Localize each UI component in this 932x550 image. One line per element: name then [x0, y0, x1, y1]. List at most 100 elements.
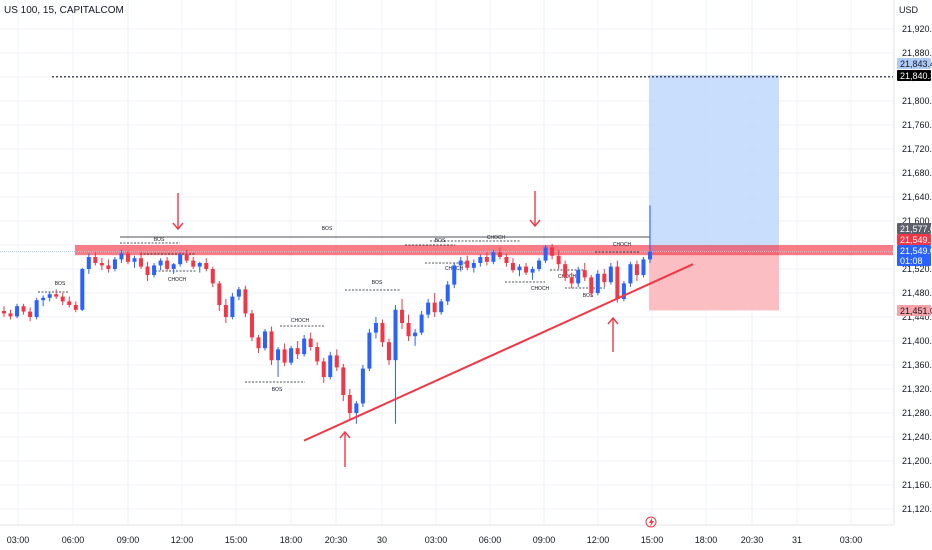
- candle-body: [347, 395, 352, 413]
- price-tag: 21,840.3: [897, 70, 932, 81]
- candle-body: [537, 260, 542, 269]
- candle-body: [608, 266, 613, 283]
- candle-body: [184, 254, 189, 261]
- candle: [400, 299, 405, 329]
- structure-label: CHOCH: [558, 274, 577, 280]
- candle-body: [2, 311, 6, 314]
- price-tick-label: 21,720.0: [902, 144, 932, 154]
- candle-body: [295, 348, 300, 355]
- candle: [315, 342, 320, 365]
- price-tag-label: 21,840.3: [900, 71, 932, 81]
- candle: [556, 249, 561, 269]
- candle: [263, 329, 268, 351]
- candle: [302, 335, 307, 357]
- arrow-head: [607, 316, 619, 325]
- lightning-icon[interactable]: [645, 516, 657, 528]
- candle: [2, 306, 6, 317]
- candle: [367, 329, 372, 371]
- candle-body: [595, 273, 600, 293]
- up-arrow[interactable]: [339, 430, 351, 467]
- long-stop-zone[interactable]: [649, 251, 779, 311]
- price-tick-label: 21,800.0: [902, 96, 932, 106]
- candle: [139, 252, 144, 269]
- candle-body: [119, 253, 124, 260]
- candle-body: [556, 255, 561, 265]
- candle: [648, 205, 652, 263]
- candle-body: [171, 264, 176, 269]
- candle: [452, 263, 457, 289]
- down-arrow[interactable]: [529, 191, 541, 228]
- candle-body: [550, 247, 555, 256]
- candle: [217, 281, 222, 311]
- candle-body: [223, 305, 228, 317]
- time-tick-label: 12:00: [171, 535, 194, 545]
- up-arrow[interactable]: [607, 316, 619, 352]
- candle: [543, 245, 548, 263]
- candle: [99, 258, 104, 271]
- candle: [491, 249, 496, 265]
- time-tick-label: 18:00: [695, 535, 718, 545]
- long-target-zone[interactable]: [649, 74, 779, 252]
- candle-body: [563, 264, 568, 278]
- price-tag: 21,451.0: [897, 305, 932, 316]
- candle-body: [413, 332, 418, 337]
- price-tick-label: 21,360.0: [902, 360, 932, 370]
- price-axis[interactable]: 21,920.021,880.021,840.021,800.021,760.0…: [902, 24, 932, 514]
- candle-body: [569, 277, 574, 284]
- price-tag-bg: [897, 70, 931, 81]
- down-arrow[interactable]: [172, 193, 184, 231]
- candle: [276, 347, 281, 377]
- candle-body: [8, 313, 13, 317]
- candle: [582, 263, 587, 281]
- structure-label: CHOCH: [168, 277, 187, 283]
- time-tick-label: 20:30: [325, 535, 348, 545]
- candle-body: [321, 361, 326, 377]
- candle-body: [165, 260, 170, 269]
- candle-body: [354, 403, 359, 413]
- structure-label: CHOCH: [291, 318, 310, 324]
- time-axis[interactable]: 03:00 06:00 09:00 12:00 15:00 18:00 20:30 30 03:…: [0, 524, 893, 545]
- candle: [54, 289, 59, 299]
- symbol-title: US 100, 15, CAPITALCOM: [4, 5, 124, 16]
- candle-body: [191, 260, 196, 267]
- candle-body: [249, 313, 254, 338]
- price-tick-label: 21,520.0: [902, 264, 932, 274]
- time-tick-label: 20:30: [741, 535, 764, 545]
- candle: [119, 249, 124, 263]
- candle-body: [263, 331, 268, 349]
- candle: [550, 243, 555, 260]
- time-tick-label: 15:00: [225, 535, 248, 545]
- arrow-annotations[interactable]: [172, 191, 619, 467]
- candle: [537, 258, 542, 272]
- candle: [621, 281, 626, 302]
- time-tick-label: 03:00: [840, 535, 863, 545]
- candle: [249, 309, 254, 341]
- candle-body: [178, 254, 183, 265]
- candle-body: [34, 300, 39, 317]
- price-tag-bg: [897, 223, 931, 234]
- candle-body: [478, 257, 483, 263]
- arrow-head: [529, 219, 541, 228]
- trendline[interactable]: [303, 263, 694, 442]
- candle-body: [217, 283, 222, 305]
- candle: [432, 293, 437, 317]
- candle-body: [308, 338, 313, 347]
- candle: [341, 363, 346, 401]
- candle-body: [289, 348, 294, 363]
- candle-body: [269, 331, 274, 361]
- candle-body: [47, 294, 52, 298]
- candle-body: [93, 257, 98, 263]
- candle-body: [243, 289, 248, 314]
- currency-label: USD: [898, 5, 918, 15]
- candle-body: [41, 297, 46, 301]
- candle: [360, 365, 365, 407]
- structure-label: CHOCH: [487, 235, 506, 241]
- resistance-zone[interactable]: [75, 245, 893, 256]
- time-tick-label: 18:00: [280, 535, 303, 545]
- candle: [28, 307, 33, 322]
- candle: [106, 259, 111, 273]
- candle-body: [54, 294, 59, 297]
- structure-label: BOS: [583, 293, 594, 299]
- candle-body: [328, 355, 333, 377]
